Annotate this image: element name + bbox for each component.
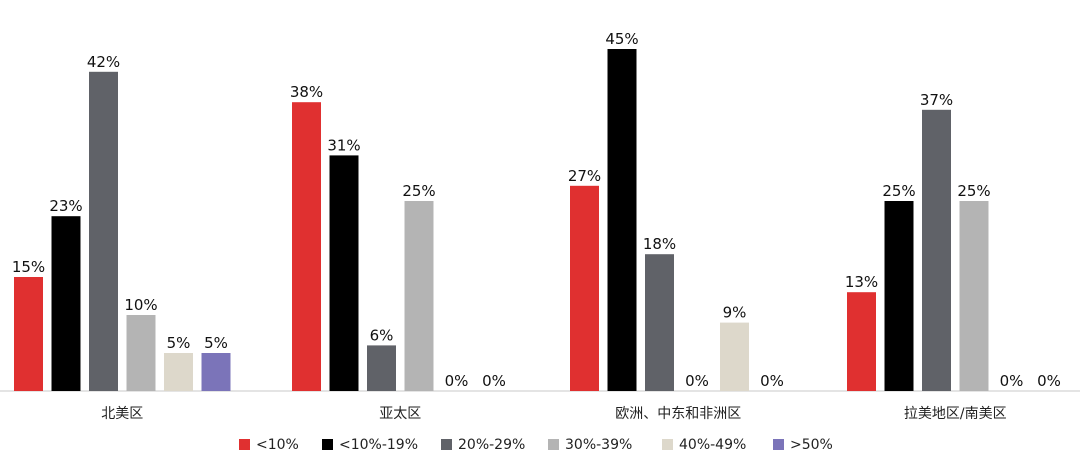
bar-1-2 — [367, 345, 396, 391]
category-label-1: 亚太区 — [379, 406, 421, 422]
bar-0-3 — [126, 315, 156, 391]
legend-swatch-3 — [548, 439, 559, 450]
category-label-3: 拉美地区/南美区 — [904, 406, 1007, 422]
value-label-1-5: 0% — [482, 372, 506, 390]
bar-0-2 — [89, 71, 118, 392]
value-label-1-1: 31% — [327, 136, 360, 154]
legend-label-1: <10%-19% — [339, 437, 418, 453]
legend-swatch-5 — [773, 439, 784, 450]
bar-2-2 — [645, 254, 674, 391]
value-label-3-3: 25% — [957, 182, 990, 200]
value-label-1-2: 6% — [370, 326, 394, 344]
bar-3-0 — [847, 292, 876, 391]
value-label-0-4: 5% — [167, 334, 191, 352]
bar-2-0 — [570, 185, 599, 391]
legend-swatch-2 — [441, 439, 452, 450]
category-labels-group: 北美区 亚太区 欧洲、中东和非洲区 拉美地区/南美区 — [101, 406, 1006, 422]
bar-3-2 — [922, 109, 951, 392]
value-label-3-2: 37% — [920, 91, 953, 109]
legend: <10% <10%-19% 20%-29% 30%-39% 40%-49% >50% — [239, 437, 833, 453]
value-label-0-0: 15% — [12, 258, 45, 276]
legend-swatch-0 — [239, 439, 250, 450]
value-label-1-0: 38% — [290, 83, 323, 101]
value-label-3-1: 25% — [882, 182, 915, 200]
bar-0-1 — [51, 216, 81, 391]
value-label-0-3: 10% — [124, 296, 157, 314]
value-label-3-5: 0% — [1037, 372, 1061, 390]
bar-2-1 — [607, 49, 637, 391]
value-labels-group: 15% 23% 42% 10% 5% 5% 38% 31% 6% 25% 0% 0% 27% 45% 18%… — [12, 30, 1061, 390]
bar-1-1 — [329, 155, 359, 391]
legend-swatch-1 — [322, 439, 333, 450]
legend-label-2: 20%-29% — [458, 437, 525, 453]
value-label-3-4: 0% — [1000, 372, 1024, 390]
bars-group — [14, 49, 989, 392]
value-label-2-3: 0% — [685, 372, 709, 390]
category-label-0: 北美区 — [101, 406, 143, 422]
value-label-0-2: 42% — [87, 53, 120, 71]
bar-0-5 — [201, 353, 231, 391]
bar-0-4 — [164, 353, 193, 391]
category-label-2: 欧洲、中东和非洲区 — [615, 406, 741, 422]
legend-label-5: >50% — [790, 437, 833, 453]
bar-1-0 — [292, 102, 321, 391]
value-label-2-4: 9% — [723, 304, 747, 322]
legend-label-0: <10% — [256, 437, 299, 453]
value-label-3-0: 13% — [845, 273, 878, 291]
value-label-2-1: 45% — [605, 30, 638, 48]
bar-2-4 — [720, 322, 749, 391]
bar-0-0 — [14, 277, 43, 391]
value-label-1-4: 0% — [445, 372, 469, 390]
legend-swatch-4 — [662, 439, 673, 450]
value-label-2-2: 18% — [643, 235, 676, 253]
bar-3-1 — [884, 201, 914, 391]
legend-label-3: 30%-39% — [565, 437, 632, 453]
bar-1-3 — [404, 201, 434, 391]
bar-3-3 — [959, 201, 989, 391]
value-label-2-0: 27% — [568, 167, 601, 185]
legend-label-4: 40%-49% — [679, 437, 746, 453]
value-label-0-1: 23% — [49, 197, 82, 215]
value-label-1-3: 25% — [402, 182, 435, 200]
value-label-0-5: 5% — [204, 334, 228, 352]
value-label-2-5: 0% — [760, 372, 784, 390]
